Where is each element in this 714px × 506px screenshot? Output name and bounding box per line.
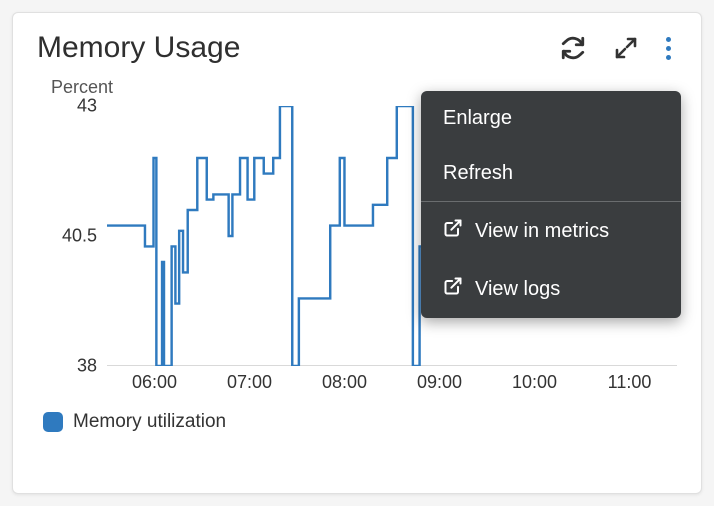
external-link-icon — [443, 276, 463, 302]
menu-item-view-logs[interactable]: View logs — [421, 260, 681, 318]
y-axis-ticks: 3840.543 — [37, 106, 107, 366]
menu-item-enlarge[interactable]: Enlarge — [421, 91, 681, 146]
x-tick-label: 11:00 — [582, 372, 677, 393]
kebab-menu-icon[interactable] — [666, 37, 671, 60]
x-tick-label: 09:00 — [392, 372, 487, 393]
widget-title: Memory Usage — [37, 31, 240, 65]
widget-header: Memory Usage — [37, 31, 677, 65]
memory-usage-widget: Memory Usage Percent 3840.543 — [12, 12, 702, 494]
menu-item-view-in-metrics[interactable]: View in metrics — [421, 202, 681, 260]
menu-item-label: Enlarge — [443, 107, 512, 130]
menu-item-label: Refresh — [443, 162, 513, 185]
menu-item-refresh[interactable]: Refresh — [421, 146, 681, 201]
x-tick-label: 08:00 — [297, 372, 392, 393]
x-tick-label: 07:00 — [202, 372, 297, 393]
menu-item-label: View logs — [475, 278, 560, 301]
menu-item-label: View in metrics — [475, 220, 609, 243]
x-tick-label: 10:00 — [487, 372, 582, 393]
widget-toolbar — [560, 35, 677, 61]
y-tick-label: 38 — [77, 356, 97, 377]
y-tick-label: 43 — [77, 96, 97, 117]
x-axis-ticks: 06:0007:0008:0009:0010:0011:00 — [107, 372, 677, 393]
chart-legend: Memory utilization — [43, 411, 677, 433]
y-tick-label: 40.5 — [62, 226, 97, 247]
context-menu: Enlarge Refresh View in metrics View logs — [421, 91, 681, 318]
refresh-icon[interactable] — [560, 35, 586, 61]
expand-icon[interactable] — [614, 36, 638, 60]
external-link-icon — [443, 218, 463, 244]
legend-label: Memory utilization — [73, 411, 226, 433]
legend-swatch — [43, 412, 63, 432]
x-tick-label: 06:00 — [107, 372, 202, 393]
